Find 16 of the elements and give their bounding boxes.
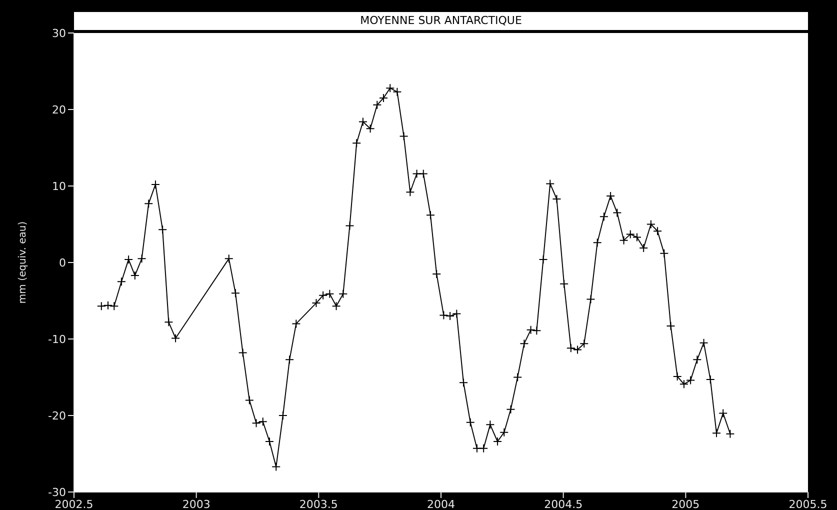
y-tick-label: -20 xyxy=(48,409,66,422)
y-tick-label: -10 xyxy=(48,332,66,346)
x-tick-label: 2005 xyxy=(672,498,700,510)
y-tick-label: 20 xyxy=(52,103,66,116)
x-tick-label: 2003.5 xyxy=(299,498,338,510)
y-axis-title: mm (equiv. eau) xyxy=(18,221,29,304)
x-tick-label: 2004 xyxy=(427,498,455,510)
x-tick-label: 2004.5 xyxy=(544,498,583,510)
x-tick-label: 2005.5 xyxy=(788,498,828,510)
y-tick-label: -30 xyxy=(48,486,66,499)
y-tick-label: 10 xyxy=(52,180,66,193)
y-tick-label: 30 xyxy=(52,26,66,40)
x-tick-label: 2002.5 xyxy=(54,498,94,510)
chart-title: MOYENNE SUR ANTARCTIQUE xyxy=(74,12,808,30)
x-tick-label: 2003 xyxy=(182,498,210,510)
y-tick-label: 0 xyxy=(59,256,66,270)
